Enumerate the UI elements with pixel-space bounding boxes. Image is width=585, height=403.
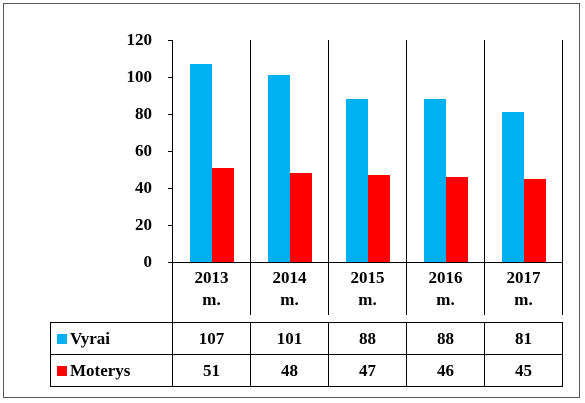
tick-mark	[168, 151, 172, 152]
x-tick-label: 2016 m.	[428, 267, 463, 309]
table-value: 107	[172, 322, 251, 355]
y-tick-label: 120	[126, 30, 153, 49]
y-tick-label: 80	[135, 104, 152, 123]
category-divider	[250, 40, 251, 262]
table-value: 51	[172, 354, 251, 387]
table-value: 48	[250, 354, 329, 387]
x-tick-label: 2015 m.	[350, 267, 385, 309]
category-cell: 2013 m.	[172, 262, 251, 315]
category-cell: 2015 m.	[328, 262, 407, 315]
bar	[502, 112, 524, 262]
table-value: 81	[484, 322, 563, 355]
bar	[346, 99, 368, 262]
tick-mark	[168, 40, 172, 41]
x-tick-label: 2017 m.	[506, 267, 541, 309]
y-tick-label: 20	[135, 215, 152, 234]
table-line	[172, 315, 173, 322]
x-tick-label: 2014 m.	[272, 267, 307, 309]
legend-key	[57, 333, 67, 344]
y-tick-label: 40	[135, 178, 152, 197]
legend-key	[57, 365, 67, 376]
bar	[212, 167, 234, 262]
category-divider	[328, 40, 329, 262]
y-axis	[172, 40, 173, 262]
legend-cell: Moterys	[50, 354, 173, 387]
table-value: 45	[484, 354, 563, 387]
tick-mark	[168, 77, 172, 78]
category-cell: 2017 m.	[484, 262, 563, 315]
bar	[368, 175, 390, 262]
bar	[424, 99, 446, 262]
y-tick-label: 60	[135, 141, 152, 160]
y-tick-label: 100	[126, 67, 153, 86]
category-cell: 2014 m.	[250, 262, 329, 315]
table-value: 46	[406, 354, 485, 387]
tick-mark	[168, 114, 172, 115]
bar	[290, 173, 312, 262]
category-divider	[562, 40, 563, 262]
table-value: 101	[250, 322, 329, 355]
table-value: 88	[328, 322, 407, 355]
bar	[524, 178, 546, 262]
category-divider	[484, 40, 485, 262]
category-divider	[406, 40, 407, 262]
tick-mark	[168, 262, 172, 263]
bar	[268, 75, 290, 262]
legend-label: Vyrai	[70, 328, 110, 348]
y-tick-label: 0	[143, 252, 153, 271]
tick-mark	[168, 225, 172, 226]
tick-mark	[168, 188, 172, 189]
table-line	[172, 262, 563, 263]
category-cell: 2016 m.	[406, 262, 485, 315]
bar	[446, 176, 468, 262]
chart-border	[3, 3, 580, 398]
table-value: 47	[328, 354, 407, 387]
legend-cell: Vyrai	[50, 322, 173, 355]
table-value: 88	[406, 322, 485, 355]
legend-label: Moterys	[70, 360, 131, 380]
x-tick-label: 2013 m.	[194, 267, 229, 309]
bar	[190, 64, 212, 262]
